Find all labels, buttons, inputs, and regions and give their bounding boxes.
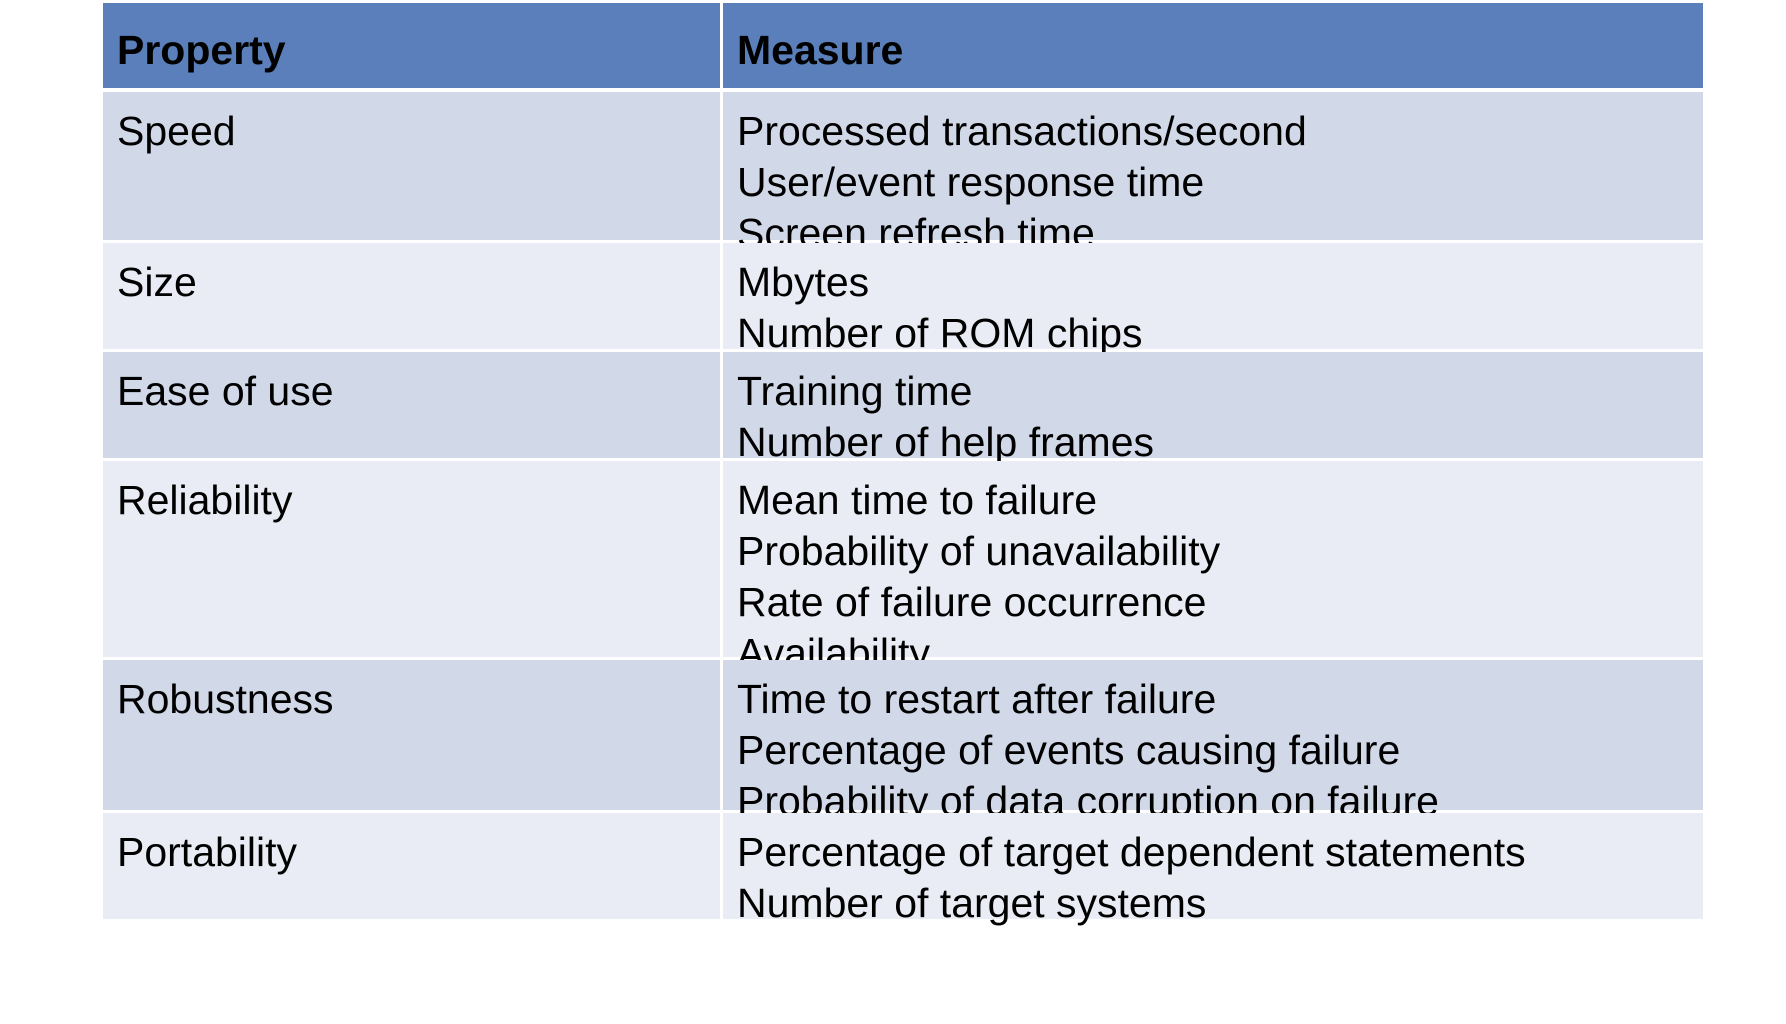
measure-cell: Percentage of target dependent statement…	[723, 813, 1703, 926]
header-measure: Measure	[723, 3, 1703, 88]
measure-item: Probability of unavailability	[737, 528, 1221, 574]
table-row: Ease of use Training time Number of help…	[103, 352, 1703, 465]
table-row: Speed Processed transactions/second User…	[103, 92, 1703, 256]
table-row: Size Mbytes Number of ROM chips	[103, 243, 1703, 356]
measure-item: Percentage of events causing failure	[737, 727, 1401, 773]
metrics-table: Property Measure Speed Processed transac…	[103, 3, 1703, 926]
measure-item: User/event response time	[737, 159, 1205, 205]
property-cell: Size	[103, 243, 723, 349]
measure-item: Mean time to failure	[737, 477, 1098, 523]
property-cell: Ease of use	[103, 352, 723, 458]
measure-cell: Training time Number of help frames	[723, 352, 1703, 465]
property-cell: Robustness	[103, 660, 723, 810]
measure-item: Training time	[737, 368, 973, 414]
measure-item: Number of target systems	[737, 880, 1207, 926]
measure-cell: Time to restart after failure Percentage…	[723, 660, 1703, 824]
measure-item: Percentage of target dependent statement…	[737, 829, 1526, 875]
property-cell: Reliability	[103, 461, 723, 657]
measure-cell: Processed transactions/second User/event…	[723, 92, 1703, 256]
table-header-row: Property Measure	[103, 3, 1703, 92]
table-row: Robustness Time to restart after failure…	[103, 660, 1703, 824]
measure-item: Processed transactions/second	[737, 108, 1307, 154]
property-cell: Speed	[103, 92, 723, 240]
measure-cell: Mbytes Number of ROM chips	[723, 243, 1703, 356]
measure-item: Number of ROM chips	[737, 310, 1143, 356]
measure-item: Number of help frames	[737, 419, 1155, 465]
table-row: Portability Percentage of target depende…	[103, 813, 1703, 926]
measure-item: Rate of failure occurrence	[737, 579, 1207, 625]
measure-cell: Mean time to failure Probability of unav…	[723, 461, 1703, 676]
measure-item: Mbytes	[737, 259, 870, 305]
table-row: Reliability Mean time to failure Probabi…	[103, 461, 1703, 676]
measure-item: Time to restart after failure	[737, 676, 1217, 722]
header-property: Property	[103, 3, 723, 88]
property-cell: Portability	[103, 813, 723, 919]
